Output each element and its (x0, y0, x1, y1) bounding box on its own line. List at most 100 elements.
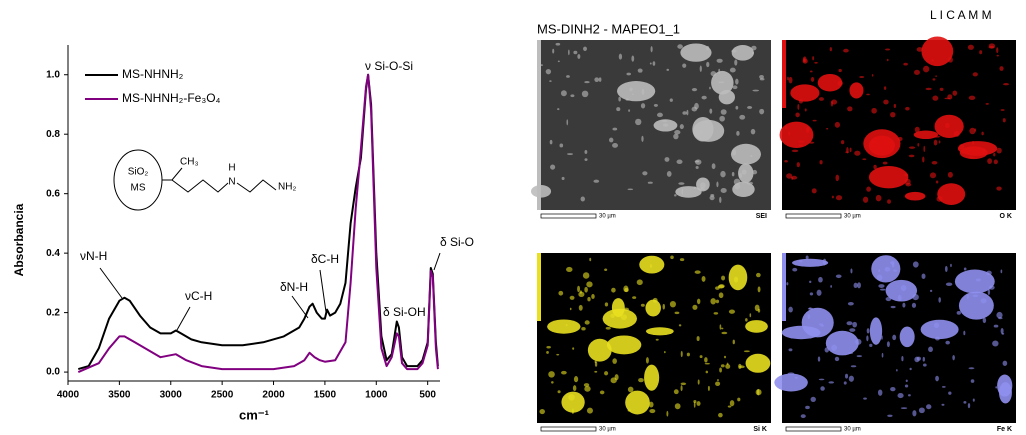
map-texture (594, 371, 597, 373)
map-texture (680, 258, 684, 261)
map-texture (983, 318, 986, 323)
inset-text: MS (131, 183, 146, 194)
annotation-arrow (292, 296, 308, 318)
map-texture (928, 347, 933, 352)
map-texture (908, 394, 911, 396)
map-texture (664, 351, 666, 353)
map-texture (1001, 328, 1004, 334)
map-texture (969, 367, 975, 369)
map-texture (795, 377, 798, 379)
scale-label: 30 µm (844, 427, 861, 433)
panel-label: Si K (753, 426, 767, 433)
map-texture (830, 47, 832, 51)
scale-label: 30 µm (844, 214, 861, 220)
x-tick-label: 3000 (160, 390, 183, 401)
map-texture (680, 43, 711, 61)
map-texture (730, 400, 735, 406)
map-texture (945, 341, 950, 345)
map-texture (594, 77, 599, 82)
map-texture (559, 144, 563, 148)
map-texture (926, 404, 931, 409)
inset-text: CH₃ (180, 157, 199, 168)
map-texture (887, 199, 891, 203)
map-texture (849, 376, 854, 382)
map-texture (584, 150, 587, 154)
map-texture (947, 94, 952, 99)
map-texture (936, 196, 942, 202)
map-texture (632, 93, 634, 95)
map-texture (642, 171, 647, 175)
map-texture (885, 267, 891, 272)
map-texture (909, 155, 915, 158)
map-texture (616, 107, 620, 111)
map-texture (930, 290, 932, 292)
inset-text: SiO₂ (128, 167, 149, 178)
map-texture (939, 140, 941, 143)
map-texture (579, 305, 583, 311)
map-texture (678, 182, 684, 185)
map-texture (621, 314, 627, 320)
map-texture (716, 300, 719, 304)
map-texture (587, 408, 593, 414)
map-texture (995, 386, 997, 388)
map-texture (558, 390, 561, 393)
map-texture (670, 98, 673, 102)
map-texture (790, 84, 819, 101)
map-texture (681, 385, 683, 391)
map-texture (774, 374, 808, 392)
map-texture (812, 56, 814, 60)
map-texture (717, 59, 723, 63)
map-texture (710, 298, 716, 304)
map-texture (797, 104, 799, 110)
map-texture (893, 269, 897, 271)
map-texture (695, 160, 700, 162)
map-texture (894, 104, 896, 108)
map-texture (945, 123, 950, 128)
map-texture (958, 141, 997, 156)
map-texture (604, 371, 608, 375)
map-texture (718, 413, 723, 418)
annotation: δC-H (311, 252, 339, 266)
map-image (531, 40, 771, 210)
scale-label: 30 µm (599, 427, 616, 433)
map-texture (646, 357, 649, 363)
map-texture (758, 286, 761, 292)
map-texture (746, 354, 771, 373)
map-texture (719, 90, 735, 105)
map-texture (646, 327, 674, 335)
map-texture (784, 160, 788, 163)
map-texture (674, 194, 677, 196)
map-texture (561, 371, 567, 375)
map-texture (574, 376, 578, 382)
map-texture (849, 82, 863, 98)
map-texture (788, 372, 795, 375)
map-texture (648, 182, 653, 184)
map-texture (996, 312, 1002, 318)
map-texture (663, 304, 665, 310)
map-texture (721, 364, 725, 367)
map-texture (642, 89, 645, 95)
map-texture (548, 371, 555, 378)
map-texture (877, 275, 883, 281)
map-texture (665, 157, 670, 162)
map-texture (935, 75, 937, 77)
map-texture (577, 54, 580, 59)
map-texture (898, 295, 902, 301)
map-texture (992, 341, 998, 347)
map-texture (854, 283, 858, 288)
map-texture (584, 81, 590, 83)
map-texture (823, 259, 826, 265)
map-texture (729, 265, 748, 291)
map-texture (795, 112, 799, 117)
map-texture (733, 340, 735, 345)
map-texture (675, 403, 681, 409)
map-texture (725, 364, 730, 369)
map-texture (857, 355, 862, 357)
map-texture (831, 99, 837, 104)
map-texture (844, 381, 847, 384)
map-texture (923, 146, 925, 152)
map-texture (987, 158, 992, 164)
map-texture (670, 255, 674, 259)
map-texture (919, 407, 925, 413)
map-texture (710, 196, 715, 201)
